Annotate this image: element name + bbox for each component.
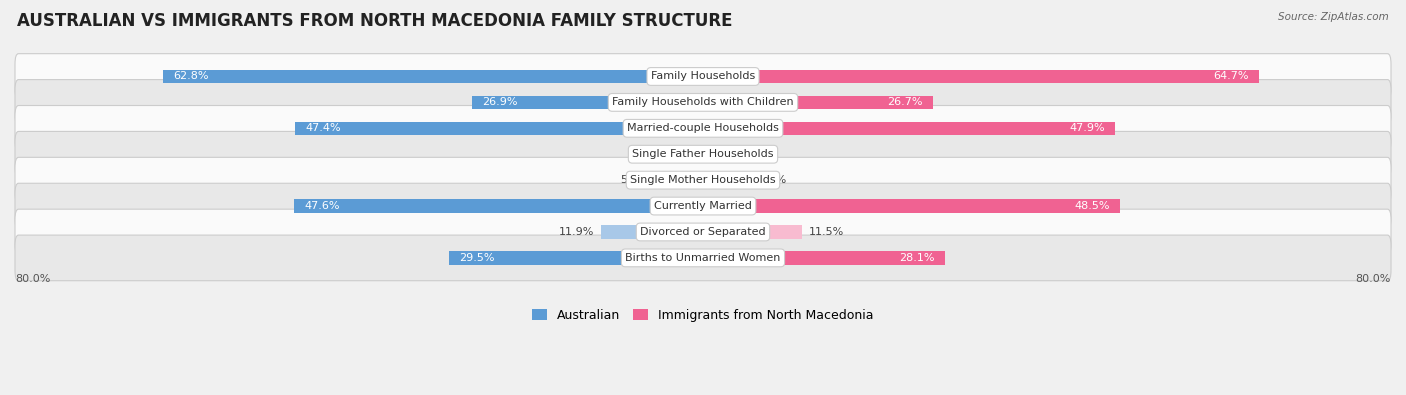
Text: 29.5%: 29.5%	[460, 253, 495, 263]
FancyBboxPatch shape	[15, 54, 1391, 99]
Bar	[703, 199, 1121, 213]
FancyBboxPatch shape	[15, 209, 1391, 255]
Text: 80.0%: 80.0%	[15, 274, 51, 284]
Bar	[703, 147, 720, 161]
Text: Family Households with Children: Family Households with Children	[612, 98, 794, 107]
FancyBboxPatch shape	[15, 235, 1391, 281]
FancyBboxPatch shape	[15, 183, 1391, 229]
Text: Family Households: Family Households	[651, 71, 755, 81]
FancyBboxPatch shape	[15, 157, 1391, 203]
Text: 26.7%: 26.7%	[887, 98, 922, 107]
Bar	[600, 225, 703, 239]
Text: Single Father Households: Single Father Households	[633, 149, 773, 159]
Text: Married-couple Households: Married-couple Households	[627, 123, 779, 134]
Bar	[703, 70, 1260, 83]
Text: Births to Unmarried Women: Births to Unmarried Women	[626, 253, 780, 263]
Text: 47.6%: 47.6%	[304, 201, 339, 211]
Text: 47.9%: 47.9%	[1069, 123, 1105, 134]
Bar	[703, 173, 751, 187]
Text: Source: ZipAtlas.com: Source: ZipAtlas.com	[1278, 12, 1389, 22]
Bar	[295, 122, 703, 135]
FancyBboxPatch shape	[15, 105, 1391, 151]
Bar	[703, 251, 945, 265]
FancyBboxPatch shape	[15, 132, 1391, 177]
Text: 48.5%: 48.5%	[1074, 201, 1109, 211]
Text: 2.0%: 2.0%	[727, 149, 755, 159]
Text: 47.4%: 47.4%	[305, 123, 342, 134]
Text: 5.6%: 5.6%	[758, 175, 786, 185]
Text: 64.7%: 64.7%	[1213, 71, 1249, 81]
Text: 26.9%: 26.9%	[482, 98, 517, 107]
Bar	[471, 96, 703, 109]
Bar	[703, 122, 1115, 135]
Text: Divorced or Separated: Divorced or Separated	[640, 227, 766, 237]
Bar	[294, 199, 703, 213]
Text: 28.1%: 28.1%	[898, 253, 935, 263]
Text: 62.8%: 62.8%	[173, 71, 208, 81]
Text: AUSTRALIAN VS IMMIGRANTS FROM NORTH MACEDONIA FAMILY STRUCTURE: AUSTRALIAN VS IMMIGRANTS FROM NORTH MACE…	[17, 12, 733, 30]
Bar	[703, 96, 932, 109]
Text: 11.9%: 11.9%	[558, 227, 593, 237]
Text: 80.0%: 80.0%	[1355, 274, 1391, 284]
Bar	[450, 251, 703, 265]
Text: 2.2%: 2.2%	[648, 149, 678, 159]
Text: Currently Married: Currently Married	[654, 201, 752, 211]
FancyBboxPatch shape	[15, 80, 1391, 125]
Bar	[655, 173, 703, 187]
Bar	[685, 147, 703, 161]
Legend: Australian, Immigrants from North Macedonia: Australian, Immigrants from North Macedo…	[527, 304, 879, 327]
Text: 5.6%: 5.6%	[620, 175, 648, 185]
Bar	[163, 70, 703, 83]
Text: Single Mother Households: Single Mother Households	[630, 175, 776, 185]
Bar	[703, 225, 801, 239]
Text: 11.5%: 11.5%	[808, 227, 844, 237]
